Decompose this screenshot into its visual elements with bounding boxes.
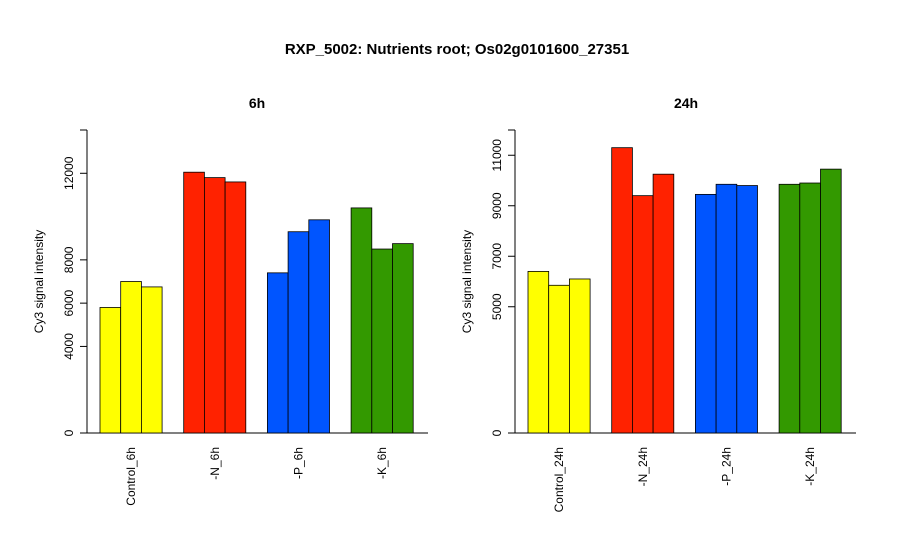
bar: [548, 284, 570, 434]
chart-title: RXP_5002: Nutrients root; Os02g0101600_2…: [285, 41, 629, 58]
y-tick-label: 12000: [62, 156, 76, 190]
bar: [120, 281, 142, 434]
panel-0: 6h 0 4000 6000 8000 12000 Cy3 signal intensity…: [32, 95, 428, 506]
y-axis-label: Cy3 signal intensity: [460, 230, 474, 333]
bar: [266, 272, 289, 434]
y-tick-label: 11000: [490, 139, 504, 172]
bar: [308, 219, 330, 434]
y-tick-label: 6000: [62, 289, 76, 316]
panel-title: 24h: [674, 95, 698, 111]
bar: [527, 270, 550, 434]
bar: [611, 147, 633, 434]
x-tick-label: Control_24h: [552, 447, 566, 512]
x-tick-label: -K_6h: [375, 447, 389, 479]
y-tick-label: 5000: [490, 293, 504, 320]
y-tick-label: 8000: [62, 246, 76, 273]
x-tick-label: -P_6h: [291, 447, 305, 479]
bar: [140, 286, 163, 434]
y-tick-label: 0: [62, 429, 76, 436]
bar: [287, 231, 310, 434]
bar: [778, 183, 801, 434]
x-tick-label: -K_24h: [803, 447, 817, 486]
bar: [695, 193, 717, 434]
bar: [736, 185, 758, 434]
y-tick-label: 0: [490, 429, 504, 436]
bar: [652, 173, 675, 434]
bar: [224, 181, 247, 434]
panel-title: 6h: [249, 95, 265, 111]
bar: [799, 182, 821, 434]
y-axis-label: Cy3 signal intensity: [32, 230, 46, 333]
bar: [350, 207, 373, 434]
x-tick-label: -N_24h: [636, 447, 650, 486]
y-tick-label: 7000: [490, 243, 504, 270]
bar: [392, 243, 414, 434]
bar: [203, 177, 226, 434]
x-tick-label: -P_24h: [719, 447, 733, 486]
bar: [715, 183, 738, 434]
bar: [632, 195, 654, 434]
bar: [569, 278, 591, 434]
x-tick-label: -N_6h: [208, 447, 222, 480]
x-tick-label: Control_6h: [124, 447, 138, 506]
y-tick-label: 9000: [490, 192, 504, 219]
bar: [820, 168, 842, 434]
bar: [99, 307, 122, 434]
bar: [183, 171, 205, 434]
panel-1: 24h 0 5000 7000 9000 11000 Cy3 signal intensit…: [460, 95, 856, 512]
bar: [371, 248, 393, 434]
y-tick-label: 4000: [62, 333, 76, 360]
